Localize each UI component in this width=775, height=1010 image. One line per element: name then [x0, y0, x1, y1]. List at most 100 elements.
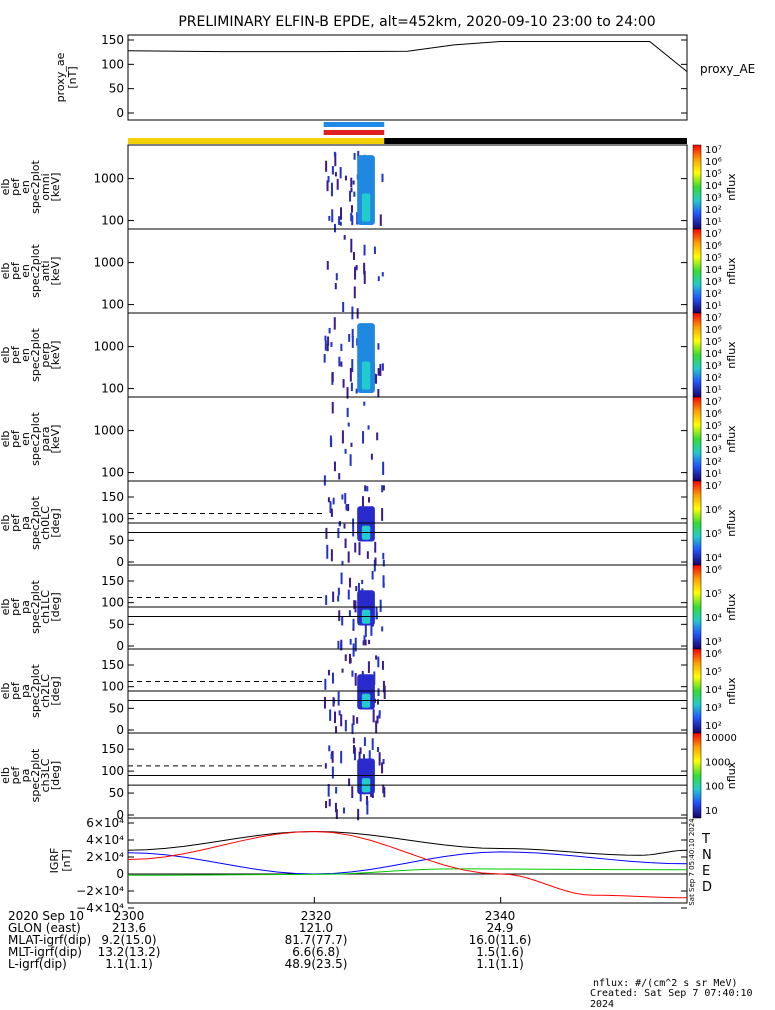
sunlight-bar: [128, 138, 385, 144]
y-axis-label: elb: [0, 263, 12, 280]
spectrogram-mark: [379, 599, 382, 612]
spectrogram-mark: [378, 710, 381, 716]
ephemeris-value: 13.2(13.2): [97, 945, 161, 959]
spectrogram-mark: [330, 753, 333, 760]
spectrogram-mark: [362, 431, 365, 444]
spectrogram-mark: [326, 343, 329, 352]
y-axis-label: elb: [0, 515, 12, 532]
spectrogram-mark: [327, 336, 330, 346]
y-axis-label: spec2plot: [29, 412, 42, 466]
spectrogram-mark: [338, 356, 341, 367]
spectrogram-mark: [368, 639, 371, 645]
spectrogram-mark: [368, 750, 371, 762]
spectrogram-mark: [339, 166, 342, 179]
spectrogram-mark: [382, 582, 385, 588]
colorbar-tick-label: 10⁷: [705, 481, 722, 492]
spectrogram-mark: [325, 801, 328, 809]
panels-layer: proxy_ae [nT]150100500proxy_AEelbpefenspe…: [0, 33, 755, 915]
spectrogram-mark: [377, 343, 380, 350]
y-axis-label: ch0LC: [39, 506, 52, 540]
igrf-legend-T: T: [701, 832, 710, 847]
spectrogram-mark: [350, 238, 353, 253]
spectrogram-mark: [338, 473, 341, 480]
colorbar-tick-label: 10⁴: [705, 685, 722, 696]
spectrogram-mark: [331, 209, 334, 223]
spectrogram-mark: [340, 642, 343, 651]
colorbar-tick-label: 10⁵: [705, 169, 722, 180]
spectrogram-mark: [343, 235, 346, 240]
ephemeris-value: 121.0: [298, 921, 334, 935]
y-axis-label: spec2plot: [29, 244, 42, 298]
colorbar-label: nflux: [725, 677, 738, 705]
colorbar-tick-label: 10⁶: [705, 649, 722, 660]
colorbar-tick-label: 10⁵: [705, 589, 722, 600]
colorbar-tick-label: 10³: [705, 445, 722, 456]
spectrogram-mark: [348, 333, 351, 342]
spectrogram-mark: [335, 273, 338, 281]
spectrogram-mark: [375, 607, 378, 620]
spectrogram-mark: [381, 485, 384, 493]
spectrogram-mark: [353, 191, 356, 197]
y-axis-label: IGRF: [48, 848, 61, 874]
y-tick-label: 150: [101, 742, 124, 756]
colorbar-tick-label: 10⁶: [705, 565, 722, 576]
y-tick-label: 50: [109, 701, 124, 715]
spectrogram-mark: [323, 354, 326, 363]
spectrogram-mark: [345, 504, 348, 511]
colorbar-tick-label: 10¹: [705, 385, 722, 396]
colorbar-tick-label: 10²: [705, 205, 722, 216]
spectrogram-mark: [330, 341, 333, 347]
colorbar-label: nflux: [725, 173, 738, 201]
spectrogram-mark: [375, 655, 378, 660]
spectrogram-mark: [331, 750, 334, 763]
colorbar-tick-label: 10⁴: [705, 181, 722, 192]
spectrogram-mark: [344, 492, 347, 504]
spectrogram-mark: [353, 286, 356, 299]
spectrogram-mark: [337, 640, 340, 649]
y-axis-label: pa: [19, 769, 32, 783]
spectrogram-mark: [350, 205, 353, 213]
spectrogram-mark: [336, 178, 339, 190]
y-tick-label: 50: [109, 786, 124, 800]
spectrogram-mark: [349, 367, 352, 382]
spectrogram-mark: [383, 688, 386, 693]
spectrogram-mark: [340, 207, 343, 220]
spectrogram-mark: [367, 661, 370, 673]
spectrogram-mark: [348, 610, 351, 617]
colorbar-tick-label: 10¹: [705, 301, 722, 312]
spectrogram-mark: [337, 595, 340, 602]
spectrogram-mark: [325, 160, 328, 172]
y-axis-label: spec2plot: [29, 748, 42, 802]
spectrogram-mark: [371, 793, 374, 799]
panel-frame: [127, 144, 688, 230]
spectrogram-mark: [338, 521, 341, 527]
igrf-legend-E: E: [702, 864, 710, 879]
spectrogram-mark: [381, 508, 384, 521]
spectrogram-mark: [359, 747, 362, 754]
spectrogram-mark: [352, 525, 355, 537]
spectrogram-mark: [337, 587, 340, 596]
spectrogram-mark: [364, 639, 367, 646]
y-axis-label: pef: [9, 345, 22, 364]
colorbar-label: nflux: [725, 257, 738, 285]
y-axis-label: en: [19, 348, 32, 362]
y-axis-label: spec2plot: [29, 496, 42, 550]
spectrogram-mark: [375, 720, 378, 733]
spectrogram-mark: [363, 401, 366, 406]
spectrogram-mark: [325, 527, 328, 539]
spectrogram-mark: [381, 173, 384, 183]
y-tick-label: 50: [109, 82, 124, 96]
igrf-legend-N: N: [702, 848, 712, 863]
spectrogram-mark: [373, 559, 376, 572]
y-axis-label: pa: [19, 684, 32, 698]
y-axis-label: en: [19, 264, 32, 278]
spectrogram-mark: [359, 791, 362, 802]
colorbar-tick-label: 10⁵: [705, 253, 722, 264]
spectrogram-mark: [379, 214, 382, 226]
spectrogram-mark: [367, 425, 370, 430]
colorbar-tick-label: 10³: [705, 703, 722, 714]
spectrogram-mark: [323, 475, 326, 486]
colorbar-tick-label: 10³: [705, 193, 722, 204]
y-axis-label: pef: [9, 261, 22, 280]
